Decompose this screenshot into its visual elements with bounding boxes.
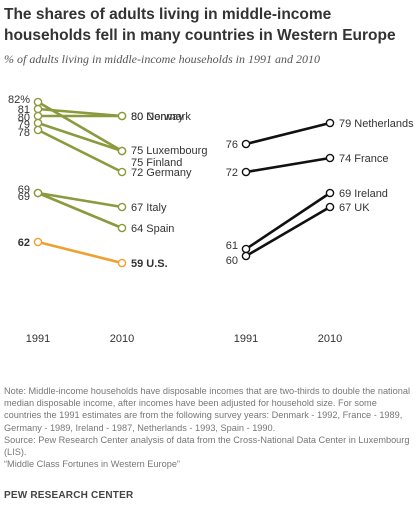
series-line-ireland [244, 191, 332, 251]
end-label-ireland: 69 Ireland [339, 188, 388, 200]
start-label-germany: 78 [18, 127, 30, 139]
series-line-netherlands [244, 121, 332, 146]
series-line-germany [36, 128, 124, 174]
point-1991-luxembourg [33, 97, 43, 107]
series-line-finland [36, 121, 124, 153]
point-2010-ireland [325, 188, 335, 198]
series-line-u-s [36, 240, 124, 265]
note-text: Note: Middle-income households have disp… [4, 386, 411, 433]
end-label-france: 74 France [339, 153, 389, 165]
end-label-denmark: 80 Denmark [131, 111, 191, 123]
start-label-luxembourg: 82% [8, 94, 30, 106]
end-label-norway: 80 Norway [131, 111, 184, 123]
source-text: Source: Pew Research Center analysis of … [4, 434, 410, 458]
end-label-luxembourg: 75 Luxembourg [131, 145, 207, 157]
end-label-finland: 75 Finland [131, 157, 182, 169]
end-label-italy: 67 Italy [131, 202, 167, 214]
end-label-u-s: 59 U.S. [131, 258, 168, 270]
point-2010-finland [117, 146, 127, 156]
series-line-italy [36, 191, 124, 209]
end-label-uk: 67 UK [339, 202, 370, 214]
series-line-luxembourg [36, 100, 124, 153]
point-1991-norway [33, 104, 43, 114]
start-label-france: 72 [226, 167, 238, 179]
series-line-uk [244, 205, 332, 258]
point-1991-finland [33, 118, 43, 128]
series-line-spain [36, 191, 124, 230]
point-2010-germany [117, 167, 127, 177]
x-tick-1991-panel-2: 1991 [234, 333, 258, 345]
point-2010-spain [117, 223, 127, 233]
point-2010-france [325, 153, 335, 163]
start-label-uk: 60 [226, 255, 238, 267]
start-label-norway: 81 [18, 104, 30, 116]
point-2010-uk [325, 202, 335, 212]
point-1991-france [241, 167, 251, 177]
point-1991-u-s [33, 237, 43, 247]
point-2010-denmark [117, 111, 127, 121]
point-1991-germany [33, 125, 43, 135]
point-2010-netherlands [325, 118, 335, 128]
start-label-finland: 79 [18, 119, 30, 131]
brand-logo-text: PEW RESEARCH CENTER [4, 490, 134, 501]
start-label-italy: 69 [18, 184, 30, 196]
report-title: “Middle Class Fortunes in Western Europe… [4, 459, 180, 470]
point-2010-u-s [117, 258, 127, 268]
start-label-u-s: 62 [18, 237, 30, 249]
x-tick-2010-panel-1: 2010 [110, 333, 134, 345]
chart-title-line-2: households fell in many countries in Wes… [4, 27, 396, 44]
chart-subtitle: % of adults living in middle-income hous… [4, 52, 320, 66]
end-label-spain: 64 Spain [131, 223, 174, 235]
start-label-ireland: 61 [226, 240, 238, 252]
point-1991-ireland [241, 244, 251, 254]
series-line-france [244, 156, 332, 174]
start-label-spain: 69 [18, 191, 30, 203]
point-1991-spain [33, 188, 43, 198]
start-label-denmark: 80 [18, 112, 30, 124]
point-2010-italy [117, 202, 127, 212]
point-1991-uk [241, 251, 251, 261]
x-tick-1991-panel-1: 1991 [26, 333, 50, 345]
end-label-germany: 72 Germany [131, 167, 192, 179]
chart-title: The shares of adults living in middle-in… [4, 4, 414, 46]
point-1991-netherlands [241, 139, 251, 149]
chart-title-line-1: The shares of adults living in middle-in… [4, 6, 332, 23]
start-label-netherlands: 76 [226, 139, 238, 151]
end-label-netherlands: 79 Netherlands [339, 118, 414, 130]
x-tick-2010-panel-2: 2010 [318, 333, 342, 345]
point-1991-denmark [33, 111, 43, 121]
chart-notes: Note: Middle-income households have disp… [4, 385, 416, 470]
